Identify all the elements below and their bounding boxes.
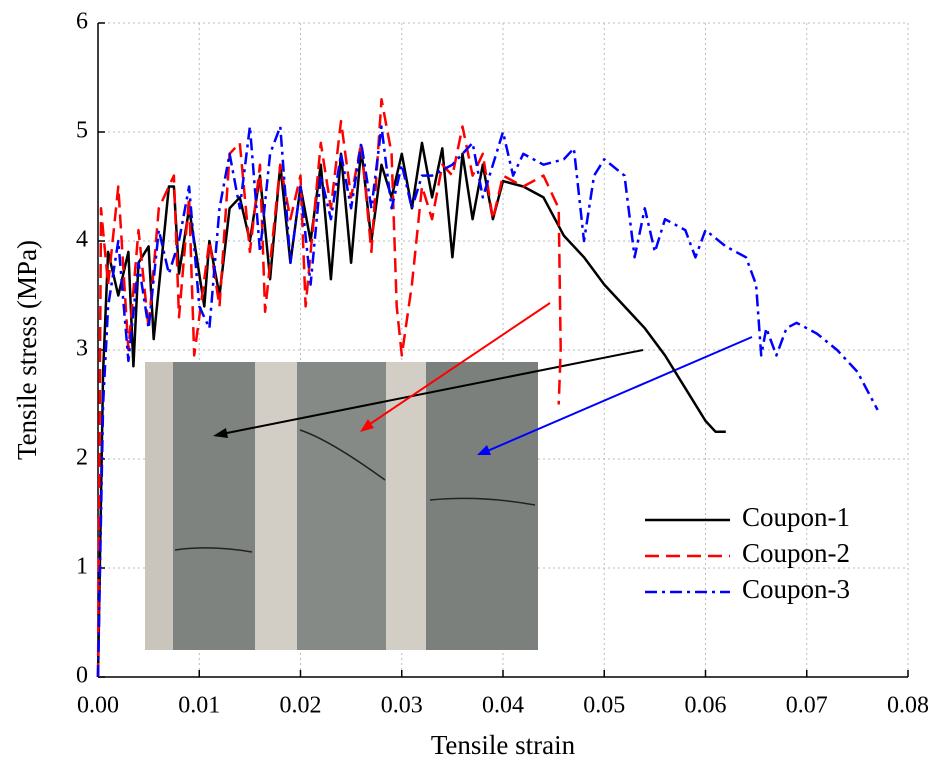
legend-label: Coupon-1	[742, 502, 850, 532]
x-axis-title: Tensile strain	[431, 730, 576, 760]
legend-label: Coupon-2	[742, 538, 850, 568]
y-tick-label: 1	[76, 554, 88, 580]
line-series	[96, 98, 562, 678]
y-tick-label: 6	[76, 9, 88, 35]
x-tick-label: 0.07	[786, 693, 828, 719]
y-tick-label: 5	[76, 118, 88, 144]
photo-inset	[145, 362, 538, 650]
line-series	[96, 125, 879, 678]
line-series	[96, 141, 726, 678]
x-tick-label: 0.02	[280, 693, 322, 719]
y-tick-label: 4	[76, 227, 88, 253]
x-tick-label: 0.08	[887, 693, 929, 719]
x-tick-label: 0.01	[178, 693, 220, 719]
y-tick-label: 0	[76, 663, 88, 689]
x-tick-label: 0.03	[381, 693, 423, 719]
x-tick-label: 0.06	[685, 693, 727, 719]
y-tick-label: 3	[76, 336, 88, 362]
x-tick-label: 0.00	[77, 693, 119, 719]
y-axis-title: Tensile stress (MPa)	[12, 240, 42, 460]
arrows	[213, 302, 753, 455]
legend-label: Coupon-3	[742, 574, 850, 604]
y-tick-label: 2	[76, 445, 88, 471]
x-tick-label: 0.05	[583, 693, 625, 719]
x-tick-label: 0.04	[482, 693, 524, 719]
